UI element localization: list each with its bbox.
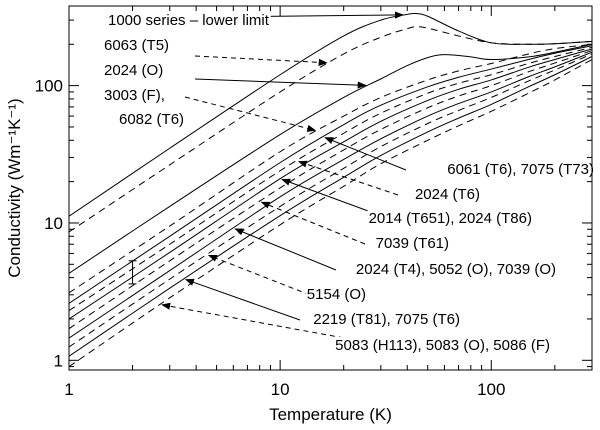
annotation-label: 6082 (T6)	[119, 111, 184, 128]
series-line-7039-t61	[69, 50, 592, 330]
series-line-3003-f-6082-t6	[69, 43, 592, 294]
annotation-2024-t4-5052-o-7039-o: 2024 (T4), 5052 (O), 7039 (O)	[234, 228, 558, 278]
annotation-arrow	[184, 278, 301, 321]
annotation-arrow	[324, 137, 407, 171]
series-line-5083-h113-5083-o-5086-f	[69, 59, 592, 368]
annotation-2014-t651-2024-t86: 2014 (T651), 2024 (T86)	[281, 178, 533, 227]
annotation-label: 5083 (H113), 5083 (O), 5086 (F)	[335, 337, 550, 354]
annotation-5083-h113-5083-o-5086-f: 5083 (H113), 5083 (O), 5086 (F)	[161, 302, 552, 354]
annotation-label: 5154 (O)	[307, 286, 366, 303]
annotation-3003-f-6082-t6: 3003 (F), 6082 (T6)	[103, 87, 317, 132]
annotation-2024-o: 2024 (O)	[103, 62, 367, 89]
series-curves	[69, 12, 592, 368]
annotation-label: 6063 (T5)	[104, 37, 169, 54]
series-line-2024-o	[69, 43, 592, 274]
annotation-arrow	[234, 228, 337, 271]
annotation-2024-t6: 2024 (T6)	[297, 160, 481, 203]
x-tick-label: 10	[271, 380, 290, 399]
annotation-label: 3003 (F),	[104, 87, 165, 104]
series-line-5154-o	[69, 53, 592, 348]
x-tick-label: 1	[64, 380, 73, 399]
series-line-2024-t6	[69, 46, 592, 312]
axes: 1 10 100 1 10 100	[35, 5, 593, 399]
annotation-1000-series-lower-limit: 1000 series – lower limit	[107, 11, 404, 29]
annotation-6063-t5: 6063 (T5)	[103, 37, 328, 66]
annotation-7039-t61: 7039 (T61)	[260, 201, 451, 252]
annotation-arrow	[260, 201, 366, 245]
annotation-arrow	[207, 254, 311, 296]
annotation-arrow	[297, 160, 399, 196]
annotation-6061-t6-7075-t73: 6061 (T6), 7075 (T73)	[324, 137, 595, 178]
annotation-label: 6061 (T6), 7075 (T73)	[447, 161, 594, 178]
curve-annotations: 1000 series – lower limit 6063 (T5) 2024 (…	[103, 11, 595, 354]
y-axis-label: Conductivity (Wm⁻¹K⁻¹)	[5, 98, 24, 277]
annotation-arrow	[184, 96, 317, 132]
series-line-2024-t4-5052-o-7039-o	[69, 51, 592, 339]
series-line-6061-t6-7075-t73	[69, 45, 592, 304]
annotation-2219-t81-7075-t6: 2219 (T81), 7075 (T6)	[184, 278, 461, 328]
series-line-2219-t81-7075-t6	[69, 56, 592, 357]
y-tick-label: 1	[54, 351, 63, 370]
y-tick-label: 100	[35, 77, 63, 96]
annotation-label: 2024 (T4), 5052 (O), 7039 (O)	[356, 261, 556, 278]
annotation-5154-o: 5154 (O)	[207, 254, 367, 303]
series-line-2014-t651-2024-t86	[69, 48, 592, 320]
annotation-label: 2024 (O)	[104, 62, 163, 79]
x-axis-label: Temperature (K)	[269, 405, 392, 424]
annotation-label: 1000 series – lower limit	[108, 12, 270, 29]
error-bar	[128, 260, 137, 285]
annotation-label: 2014 (T651), 2024 (T86)	[369, 210, 532, 227]
series-line-6063-t5	[69, 26, 592, 233]
annotation-label: 2219 (T81), 7075 (T6)	[313, 311, 460, 328]
annotation-arrow	[194, 55, 328, 66]
annotation-label: 2024 (T6)	[415, 186, 480, 203]
y-tick-label: 10	[44, 214, 63, 233]
annotation-label: 7039 (T61)	[376, 235, 449, 252]
x-tick-label: 100	[477, 380, 505, 399]
annotation-arrow	[194, 78, 367, 89]
